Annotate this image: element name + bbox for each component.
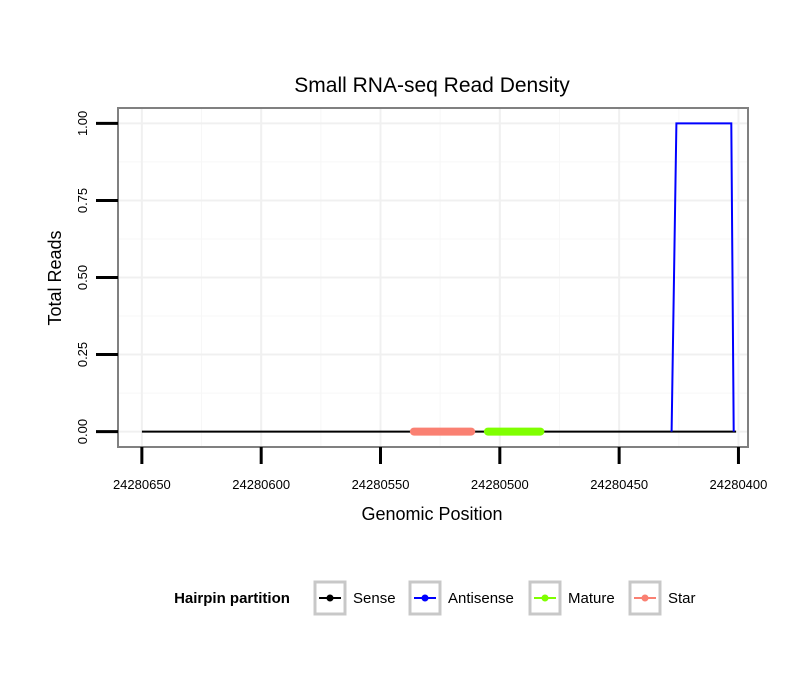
legend-label: Mature <box>568 590 615 607</box>
legend-label: Star <box>668 590 696 607</box>
legend-key-point <box>421 594 429 602</box>
legend-key-point <box>641 594 649 602</box>
legend: Hairpin partition Sense Antisense Mature Sta… <box>174 580 696 616</box>
y-tick-label: 0.50 <box>75 265 90 290</box>
y-tick-label: 0.75 <box>75 188 90 213</box>
x-tick-label: 24280550 <box>352 477 410 492</box>
plot-area: 24280650 24280600 24280550 24280500 24280450… <box>75 107 768 492</box>
legend-key-point <box>541 594 549 602</box>
y-tick-label: 1.00 <box>75 111 90 136</box>
legend-key-point <box>326 594 334 602</box>
legend-label: Antisense <box>448 590 514 607</box>
series-line-antisense <box>670 122 735 432</box>
y-axis-label: Total Reads <box>45 230 65 325</box>
chart-title: Small RNA-seq Read Density <box>294 74 570 97</box>
x-axis-label: Genomic Position <box>361 504 502 524</box>
x-tick-label: 24280500 <box>471 477 529 492</box>
y-tick-label: 0.25 <box>75 342 90 367</box>
x-tick-label: 24280600 <box>232 477 290 492</box>
y-tick-label: 0.00 <box>75 419 90 444</box>
legend-title: Hairpin partition <box>174 590 290 607</box>
x-tick-label: 24280400 <box>710 477 768 492</box>
x-tick-label: 24280450 <box>590 477 648 492</box>
x-tick-label: 24280650 <box>113 477 171 492</box>
legend-label: Sense <box>353 590 396 607</box>
